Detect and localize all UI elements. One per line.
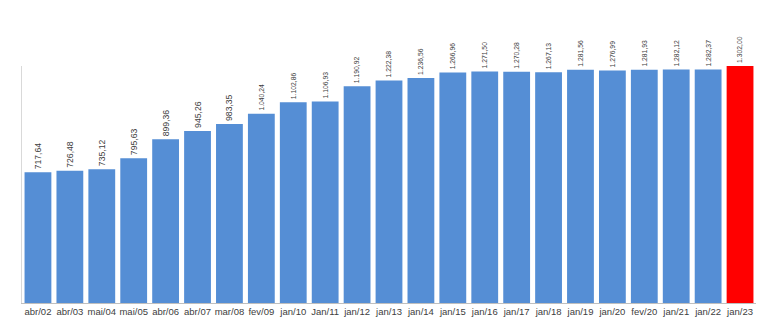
svg-text:1.106,93: 1.106,93 [322,72,329,99]
svg-text:983,35: 983,35 [224,94,234,121]
svg-text:1.040,24: 1.040,24 [258,84,265,111]
svg-text:1.282,37: 1.282,37 [705,40,712,67]
svg-text:899,36: 899,36 [161,110,171,137]
svg-text:1.282,12: 1.282,12 [673,40,680,67]
svg-text:jan/21: jan/21 [662,306,689,317]
svg-text:abr/07: abr/07 [184,306,211,317]
svg-text:795,63: 795,63 [129,129,139,156]
svg-text:1.190,92: 1.190,92 [353,57,360,84]
svg-text:abr/02: abr/02 [24,306,51,317]
svg-text:jan/22: jan/22 [694,306,721,317]
svg-text:jan/16: jan/16 [471,306,498,317]
svg-text:1.271,50: 1.271,50 [481,42,488,69]
svg-text:jan/20: jan/20 [598,306,625,317]
svg-text:fev/20: fev/20 [631,306,657,317]
svg-text:945,26: 945,26 [193,101,203,128]
svg-text:jan/13: jan/13 [375,306,402,317]
svg-text:abr/06: abr/06 [152,306,179,317]
svg-text:jan/12: jan/12 [343,306,370,317]
svg-text:1.281,56: 1.281,56 [577,40,584,67]
svg-text:1.276,99: 1.276,99 [609,41,616,68]
svg-text:Jan/11: Jan/11 [311,306,339,317]
svg-text:735,12: 735,12 [97,140,107,167]
svg-text:717,64: 717,64 [33,143,43,170]
svg-text:jan/10: jan/10 [279,306,306,317]
svg-text:jan/19: jan/19 [567,306,594,317]
svg-text:mai/05: mai/05 [119,306,148,317]
svg-text:1.236,56: 1.236,56 [417,48,424,75]
svg-text:jan/23: jan/23 [726,306,753,317]
svg-text:1.102,86: 1.102,86 [290,73,297,100]
svg-text:1.267,13: 1.267,13 [545,43,552,70]
svg-text:abr/03: abr/03 [56,306,83,317]
svg-text:1.222,38: 1.222,38 [385,51,392,78]
svg-text:fev/09: fev/09 [248,306,274,317]
svg-text:mar/08: mar/08 [215,306,245,317]
svg-text:jan/18: jan/18 [535,306,562,317]
svg-text:jan/14: jan/14 [407,306,434,317]
svg-text:jan/17: jan/17 [503,306,530,317]
svg-text:1.302,00: 1.302,00 [736,36,743,63]
svg-text:jan/15: jan/15 [439,306,466,317]
svg-text:mai/04: mai/04 [88,306,117,317]
svg-text:1.266,96: 1.266,96 [449,43,456,70]
svg-text:726,48: 726,48 [65,141,75,168]
svg-text:1.270,28: 1.270,28 [513,42,520,69]
svg-text:1.281,93: 1.281,93 [641,40,648,67]
